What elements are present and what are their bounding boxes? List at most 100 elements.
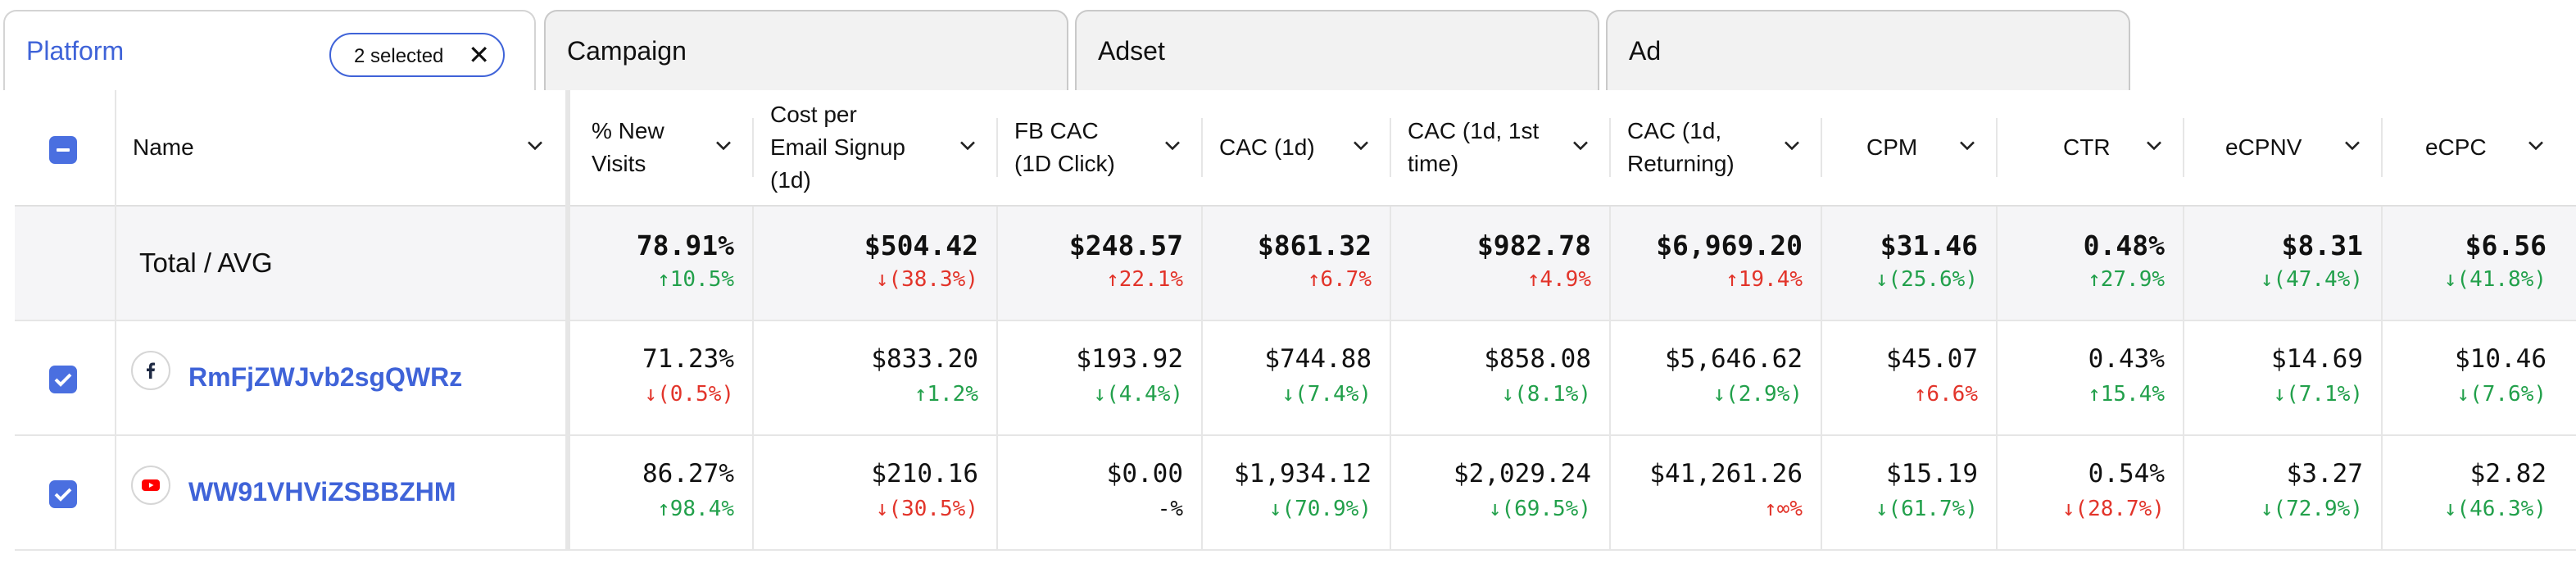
metric-change: ↓(25.6%) — [1875, 267, 1978, 292]
metric-change: -% — [1157, 497, 1183, 521]
selection-chip[interactable]: 2 selected ✕ — [329, 33, 505, 77]
selection-count: 2 selected — [354, 45, 444, 67]
column-header-cpm[interactable]: CPM — [1821, 90, 1996, 205]
metric-cell-cac-first-time: $982.78 ↑4.9% — [1390, 207, 1609, 320]
column-header-cac-first-time[interactable]: CAC (1d, 1st time) — [1390, 90, 1609, 205]
chevron-down-icon[interactable] — [1162, 134, 1183, 156]
total-label: Total / AVG — [139, 248, 273, 278]
metric-change: ↓(47.4%) — [2260, 267, 2363, 292]
metric-value: $15.19 — [1886, 459, 1978, 488]
metric-value: 0.48% — [2083, 229, 2165, 261]
header-divider — [1609, 118, 1611, 177]
column-header-ctr[interactable]: CTR — [1996, 90, 2183, 205]
metric-cell-cpm: $15.19 ↓(61.7%) — [1821, 436, 1996, 549]
metric-value: $744.88 — [1264, 344, 1372, 374]
metric-cell-cac-returning: $6,969.20 ↑19.4% — [1609, 207, 1821, 320]
close-icon[interactable]: ✕ — [468, 40, 490, 70]
metric-cell-fb-cac: $193.92 ↓(4.4%) — [996, 321, 1201, 434]
column-divider — [115, 90, 116, 551]
table-row[interactable]: WW91VHViZSBBZHM 86.27% ↑98.4% $210.16 ↓(30.… — [15, 436, 2576, 551]
column-label: CAC (1d) — [1219, 134, 1315, 160]
metric-change: ↓(69.5%) — [1488, 497, 1591, 521]
column-label: eCPNV — [2225, 134, 2302, 160]
column-label: CTR — [2063, 134, 2111, 160]
metric-value: $858.08 — [1484, 344, 1591, 374]
table-row[interactable]: RmFjZWJvb2sgQWRz 71.23% ↓(0.5%) $833.20 ↑1.… — [15, 321, 2576, 436]
metric-value: $8.31 — [2281, 229, 2363, 261]
chevron-down-icon[interactable] — [2342, 134, 2363, 156]
metric-change: ↑∞% — [1764, 497, 1803, 521]
column-label: Name — [133, 134, 194, 160]
metric-cell-ctr: 0.48% ↑27.9% — [1996, 207, 2183, 320]
column-label: eCPC — [2425, 134, 2487, 160]
chevron-down-icon[interactable] — [1957, 134, 1978, 156]
column-label: Cost per Email Signup (1d) — [770, 102, 905, 193]
metric-cell-cpm: $45.07 ↑6.6% — [1821, 321, 1996, 434]
header-divider — [2381, 118, 2383, 177]
metric-change: ↓(2.9%) — [1712, 382, 1803, 407]
metric-cell-cac-1d: $861.32 ↑6.7% — [1201, 207, 1390, 320]
metric-change: ↑10.5% — [657, 267, 734, 292]
chevron-down-icon[interactable] — [1570, 134, 1591, 156]
metric-value: 0.43% — [2088, 344, 2165, 374]
chevron-down-icon[interactable] — [1350, 134, 1372, 156]
column-header-ecpc[interactable]: eCPC — [2381, 90, 2565, 205]
column-label: CAC (1d, 1st time) — [1408, 118, 1540, 176]
chevron-down-icon[interactable] — [1781, 134, 1803, 156]
chevron-down-icon[interactable] — [524, 134, 546, 156]
row-checkbox[interactable] — [49, 366, 77, 393]
column-label: % New Visits — [592, 118, 664, 176]
metric-cell-ecpnv: $3.27 ↓(72.9%) — [2183, 436, 2381, 549]
frozen-column-divider[interactable] — [565, 90, 570, 551]
column-label: CAC (1d, Returning) — [1627, 118, 1735, 176]
platform-name-link[interactable]: WW91VHViZSBBZHM — [188, 477, 456, 507]
metric-value: $210.16 — [871, 459, 978, 488]
tab-platform[interactable]: Platform 2 selected ✕ — [3, 10, 536, 90]
chevron-down-icon[interactable] — [2143, 134, 2165, 156]
metric-cell-ecpc: $6.56 ↓(41.8%) — [2381, 207, 2565, 320]
chevron-down-icon[interactable] — [713, 134, 734, 156]
metric-value: $5,646.62 — [1665, 344, 1803, 374]
tab-label: Adset — [1098, 36, 1165, 66]
tab-ad[interactable]: Ad — [1606, 10, 2130, 90]
column-header-cac-returning[interactable]: CAC (1d, Returning) — [1609, 90, 1821, 205]
column-header-cac-1d[interactable]: CAC (1d) — [1201, 90, 1390, 205]
column-header-new-visits[interactable]: % New Visits — [574, 90, 752, 205]
metric-change: ↓(46.3%) — [2443, 497, 2547, 521]
column-header-cost-per-signup[interactable]: Cost per Email Signup (1d) — [752, 90, 996, 205]
metric-value: $193.92 — [1076, 344, 1183, 374]
metric-change: ↑15.4% — [2088, 382, 2165, 407]
metric-value: $982.78 — [1476, 229, 1591, 261]
metric-change: ↑4.9% — [1526, 267, 1591, 292]
column-header-name[interactable]: Name — [115, 90, 564, 205]
metric-change: ↓(4.4%) — [1093, 382, 1183, 407]
metric-cell-cac-1d: $1,934.12 ↓(70.9%) — [1201, 436, 1390, 549]
chevron-down-icon[interactable] — [2525, 134, 2547, 156]
column-header-fb-cac[interactable]: FB CAC (1D Click) — [996, 90, 1201, 205]
tab-adset[interactable]: Adset — [1075, 10, 1599, 90]
metric-cell-fb-cac: $0.00 -% — [996, 436, 1201, 549]
chevron-down-icon[interactable] — [957, 134, 978, 156]
metric-value: $6.56 — [2465, 229, 2547, 261]
metric-cell-new-visits: 71.23% ↓(0.5%) — [574, 321, 752, 434]
metric-value: $14.69 — [2271, 344, 2363, 374]
metric-change: ↓(7.1%) — [2273, 382, 2363, 407]
metric-change: ↓(8.1%) — [1501, 382, 1591, 407]
metric-change: ↑6.7% — [1307, 267, 1372, 292]
metric-change: ↓(28.7%) — [2061, 497, 2165, 521]
metric-cell-new-visits: 86.27% ↑98.4% — [574, 436, 752, 549]
column-divider — [1821, 207, 1822, 551]
column-divider — [1201, 207, 1203, 551]
column-header-ecpnv[interactable]: eCPNV — [2183, 90, 2381, 205]
select-all-checkbox[interactable] — [49, 136, 77, 164]
metric-cell-new-visits: 78.91% ↑10.5% — [574, 207, 752, 320]
metric-cell-cost-per-signup: $504.42 ↓(38.3%) — [752, 207, 996, 320]
header-divider — [752, 118, 754, 177]
tab-campaign[interactable]: Campaign — [544, 10, 1068, 90]
row-checkbox[interactable] — [49, 480, 77, 508]
metric-change: ↓(72.9%) — [2260, 497, 2363, 521]
metric-change: ↓(38.3%) — [875, 267, 978, 292]
metric-value: $10.46 — [2455, 344, 2547, 374]
metric-change: ↓(41.8%) — [2443, 267, 2547, 292]
platform-name-link[interactable]: RmFjZWJvb2sgQWRz — [188, 362, 463, 392]
